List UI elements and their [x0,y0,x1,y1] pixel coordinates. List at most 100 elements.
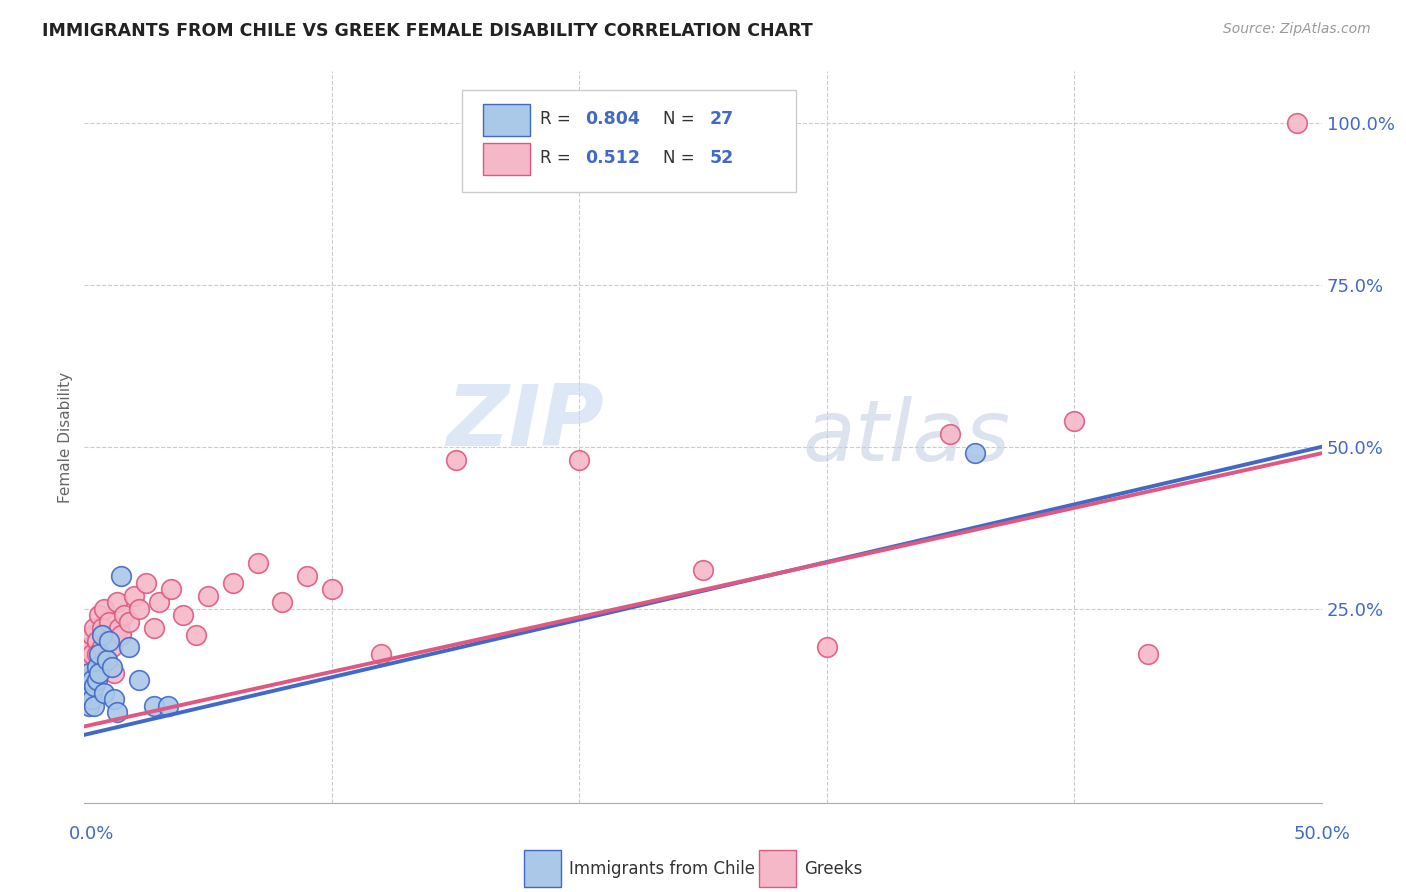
Point [90,621,112,635]
Point [79,698,101,713]
Text: 0.804: 0.804 [585,110,640,128]
Point [271,595,294,609]
Text: N =: N = [664,149,700,167]
Point [90,627,112,641]
Point [93,686,115,700]
Point [222,575,245,590]
Text: R =: R = [540,149,581,167]
Text: N =: N = [664,110,700,128]
Point [79,679,101,693]
Point [112,608,135,623]
Point [79,666,101,681]
Point [98,615,121,629]
Point [80,692,103,706]
Point [76,666,98,681]
Point [76,653,98,667]
Point [135,575,157,590]
Point [148,595,170,609]
Point [118,640,141,655]
Point [118,615,141,629]
Point [79,640,101,655]
Text: 27: 27 [709,110,734,128]
Point [128,673,150,687]
Point [86,647,108,661]
Point [105,705,128,719]
Point [96,634,118,648]
Point [1137,647,1160,661]
Point [86,673,108,687]
Point [246,557,269,571]
Point [197,589,219,603]
Point [105,595,128,609]
Point [815,640,838,655]
Point [103,666,125,681]
Point [295,569,318,583]
Point [1285,116,1308,130]
Point [444,452,467,467]
Point [83,679,105,693]
Text: ZIP: ZIP [446,381,605,464]
Point [76,673,98,687]
Point [96,653,118,667]
Point [108,621,131,635]
Point [939,426,962,441]
Text: 50.0%: 50.0% [1294,825,1350,843]
Point [80,647,103,661]
Text: 0.512: 0.512 [585,149,641,167]
Text: Greeks: Greeks [804,860,863,878]
Text: R =: R = [540,110,575,128]
Point [184,627,207,641]
Point [142,698,165,713]
Point [122,589,145,603]
Point [157,698,180,713]
Text: Source: ZipAtlas.com: Source: ZipAtlas.com [1223,22,1371,37]
Point [172,608,194,623]
Point [93,653,115,667]
Point [568,452,591,467]
Point [80,627,103,641]
Point [90,640,112,655]
Point [100,640,122,655]
Point [76,679,98,693]
Point [965,446,987,460]
Point [103,692,125,706]
Point [80,673,103,687]
Point [110,569,132,583]
Point [89,608,111,623]
Y-axis label: Female Disability: Female Disability [58,371,73,503]
Point [83,679,105,693]
Point [100,660,122,674]
Text: 52: 52 [709,149,734,167]
Point [80,673,103,687]
Point [83,698,105,713]
Point [370,647,392,661]
FancyBboxPatch shape [461,90,796,192]
Point [89,666,111,681]
Bar [482,103,530,136]
Text: IMMIGRANTS FROM CHILE VS GREEK FEMALE DISABILITY CORRELATION CHART: IMMIGRANTS FROM CHILE VS GREEK FEMALE DI… [42,22,813,40]
Point [79,660,101,674]
Bar [523,850,561,887]
Point [160,582,183,597]
Point [86,666,108,681]
Point [89,660,111,674]
Point [80,686,103,700]
Bar [759,850,796,887]
Point [98,634,121,648]
Point [83,621,105,635]
Text: atlas: atlas [801,395,1010,479]
Point [142,621,165,635]
Point [86,634,108,648]
Point [128,601,150,615]
Point [692,563,714,577]
Point [321,582,343,597]
Bar [482,143,530,175]
Text: 0.0%: 0.0% [69,825,114,843]
Point [76,686,98,700]
Point [93,601,115,615]
Point [86,660,108,674]
Point [79,686,101,700]
Point [89,647,111,661]
Point [1063,414,1085,428]
Point [110,627,132,641]
